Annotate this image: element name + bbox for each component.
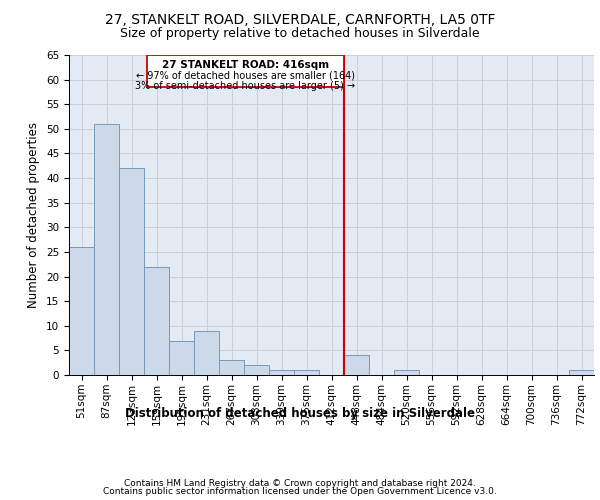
Text: Size of property relative to detached houses in Silverdale: Size of property relative to detached ho…	[120, 28, 480, 40]
Text: 27 STANKELT ROAD: 416sqm: 27 STANKELT ROAD: 416sqm	[161, 60, 329, 70]
Bar	[94, 124, 119, 375]
Text: Contains HM Land Registry data © Crown copyright and database right 2024.: Contains HM Land Registry data © Crown c…	[124, 478, 476, 488]
Bar	[569, 370, 594, 375]
FancyBboxPatch shape	[146, 55, 344, 87]
Bar	[244, 365, 269, 375]
Text: 3% of semi-detached houses are larger (5) →: 3% of semi-detached houses are larger (5…	[135, 81, 355, 91]
Bar	[194, 330, 219, 375]
Text: Contains public sector information licensed under the Open Government Licence v3: Contains public sector information licen…	[103, 487, 497, 496]
Bar	[69, 247, 94, 375]
Text: Distribution of detached houses by size in Silverdale: Distribution of detached houses by size …	[125, 408, 475, 420]
Bar	[219, 360, 244, 375]
Y-axis label: Number of detached properties: Number of detached properties	[28, 122, 40, 308]
Bar	[169, 340, 194, 375]
Bar	[394, 370, 419, 375]
Bar	[294, 370, 319, 375]
Text: 27, STANKELT ROAD, SILVERDALE, CARNFORTH, LA5 0TF: 27, STANKELT ROAD, SILVERDALE, CARNFORTH…	[105, 12, 495, 26]
Bar	[144, 266, 169, 375]
Bar	[119, 168, 144, 375]
Text: ← 97% of detached houses are smaller (164): ← 97% of detached houses are smaller (16…	[136, 71, 355, 81]
Bar	[344, 356, 369, 375]
Bar	[269, 370, 294, 375]
